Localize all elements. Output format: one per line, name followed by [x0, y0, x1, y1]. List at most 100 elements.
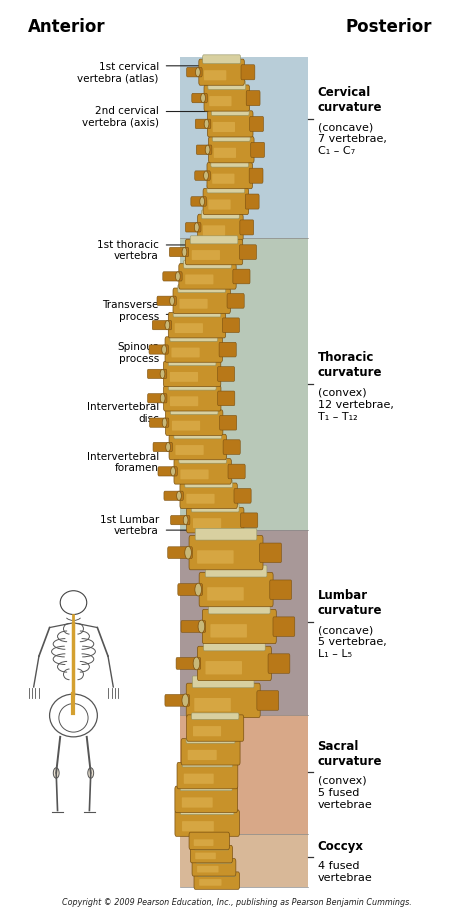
- FancyBboxPatch shape: [176, 657, 201, 669]
- Text: (convex)
5 fused
vertebrae: (convex) 5 fused vertebrae: [318, 776, 373, 810]
- FancyBboxPatch shape: [219, 415, 237, 430]
- FancyBboxPatch shape: [250, 116, 264, 132]
- Circle shape: [198, 620, 205, 632]
- FancyBboxPatch shape: [191, 713, 239, 719]
- FancyBboxPatch shape: [209, 602, 270, 614]
- FancyBboxPatch shape: [201, 210, 239, 218]
- Text: 2nd cervical
vertebra (axis): 2nd cervical vertebra (axis): [82, 106, 159, 128]
- Text: 4 fused
vertebrae: 4 fused vertebrae: [318, 861, 373, 883]
- FancyBboxPatch shape: [164, 361, 221, 387]
- FancyBboxPatch shape: [175, 810, 239, 836]
- FancyBboxPatch shape: [169, 434, 227, 460]
- FancyBboxPatch shape: [178, 584, 202, 595]
- FancyBboxPatch shape: [196, 858, 232, 863]
- FancyBboxPatch shape: [164, 386, 221, 411]
- FancyBboxPatch shape: [172, 420, 200, 430]
- Circle shape: [200, 197, 204, 206]
- FancyBboxPatch shape: [194, 872, 239, 889]
- Text: Sacral
curvature: Sacral curvature: [318, 739, 382, 768]
- Circle shape: [182, 248, 187, 257]
- FancyBboxPatch shape: [194, 698, 231, 711]
- Text: Thoracic
curvature: Thoracic curvature: [318, 351, 382, 379]
- FancyBboxPatch shape: [203, 226, 225, 236]
- FancyBboxPatch shape: [185, 274, 213, 284]
- FancyBboxPatch shape: [163, 271, 182, 281]
- FancyBboxPatch shape: [190, 236, 238, 244]
- FancyBboxPatch shape: [173, 288, 230, 314]
- FancyBboxPatch shape: [186, 737, 235, 743]
- Text: 1st thoracic
vertebra: 1st thoracic vertebra: [97, 239, 159, 261]
- FancyBboxPatch shape: [193, 518, 221, 528]
- FancyBboxPatch shape: [170, 397, 198, 406]
- FancyBboxPatch shape: [196, 145, 212, 154]
- FancyBboxPatch shape: [187, 68, 202, 77]
- FancyBboxPatch shape: [246, 90, 260, 106]
- Circle shape: [177, 491, 182, 500]
- Circle shape: [201, 93, 205, 102]
- FancyBboxPatch shape: [174, 459, 231, 484]
- Circle shape: [205, 145, 210, 154]
- FancyBboxPatch shape: [209, 96, 231, 106]
- FancyBboxPatch shape: [180, 808, 234, 814]
- FancyBboxPatch shape: [181, 621, 206, 632]
- FancyBboxPatch shape: [168, 382, 216, 390]
- FancyBboxPatch shape: [228, 464, 245, 479]
- Circle shape: [195, 583, 201, 596]
- FancyBboxPatch shape: [168, 547, 192, 558]
- FancyBboxPatch shape: [169, 248, 189, 257]
- FancyBboxPatch shape: [182, 760, 233, 767]
- Text: Cervical
curvature: Cervical curvature: [318, 86, 382, 114]
- Bar: [180, 238, 308, 530]
- FancyBboxPatch shape: [227, 293, 244, 308]
- FancyBboxPatch shape: [207, 163, 253, 188]
- Circle shape: [166, 442, 171, 452]
- FancyBboxPatch shape: [213, 122, 235, 132]
- FancyBboxPatch shape: [195, 528, 257, 540]
- Bar: [180, 57, 308, 238]
- FancyBboxPatch shape: [234, 488, 251, 504]
- FancyBboxPatch shape: [204, 70, 226, 80]
- FancyBboxPatch shape: [188, 749, 217, 760]
- Text: 1st cervical
vertebra (atlas): 1st cervical vertebra (atlas): [77, 62, 159, 84]
- FancyBboxPatch shape: [149, 418, 169, 427]
- FancyBboxPatch shape: [205, 661, 242, 675]
- FancyBboxPatch shape: [205, 565, 267, 577]
- Text: 1st Lumbar
vertebra: 1st Lumbar vertebra: [100, 515, 159, 537]
- FancyBboxPatch shape: [170, 372, 198, 382]
- FancyBboxPatch shape: [195, 853, 216, 859]
- FancyBboxPatch shape: [257, 691, 279, 710]
- Text: Lumbar
curvature: Lumbar curvature: [318, 589, 382, 617]
- FancyBboxPatch shape: [251, 143, 264, 157]
- Bar: [180, 834, 308, 887]
- FancyBboxPatch shape: [208, 199, 230, 209]
- FancyBboxPatch shape: [186, 494, 215, 504]
- FancyBboxPatch shape: [209, 137, 254, 163]
- FancyBboxPatch shape: [241, 65, 255, 80]
- FancyBboxPatch shape: [208, 80, 246, 90]
- Bar: [180, 715, 308, 834]
- FancyBboxPatch shape: [207, 587, 244, 600]
- Circle shape: [193, 657, 200, 670]
- FancyBboxPatch shape: [173, 309, 221, 317]
- FancyBboxPatch shape: [202, 610, 276, 643]
- FancyBboxPatch shape: [175, 786, 237, 813]
- FancyBboxPatch shape: [177, 762, 238, 789]
- Circle shape: [160, 394, 165, 403]
- FancyBboxPatch shape: [194, 845, 229, 850]
- FancyBboxPatch shape: [197, 550, 234, 564]
- FancyBboxPatch shape: [147, 394, 167, 403]
- FancyBboxPatch shape: [211, 158, 248, 167]
- FancyBboxPatch shape: [199, 59, 244, 85]
- FancyBboxPatch shape: [203, 55, 240, 64]
- FancyBboxPatch shape: [168, 313, 226, 338]
- FancyBboxPatch shape: [158, 467, 177, 476]
- FancyBboxPatch shape: [189, 832, 229, 850]
- FancyBboxPatch shape: [192, 676, 254, 687]
- FancyBboxPatch shape: [174, 430, 221, 439]
- FancyBboxPatch shape: [203, 639, 265, 651]
- Text: Intervertebral
disc: Intervertebral disc: [87, 402, 159, 424]
- Circle shape: [183, 515, 188, 525]
- FancyBboxPatch shape: [171, 515, 190, 525]
- FancyBboxPatch shape: [186, 683, 260, 717]
- FancyBboxPatch shape: [165, 336, 222, 362]
